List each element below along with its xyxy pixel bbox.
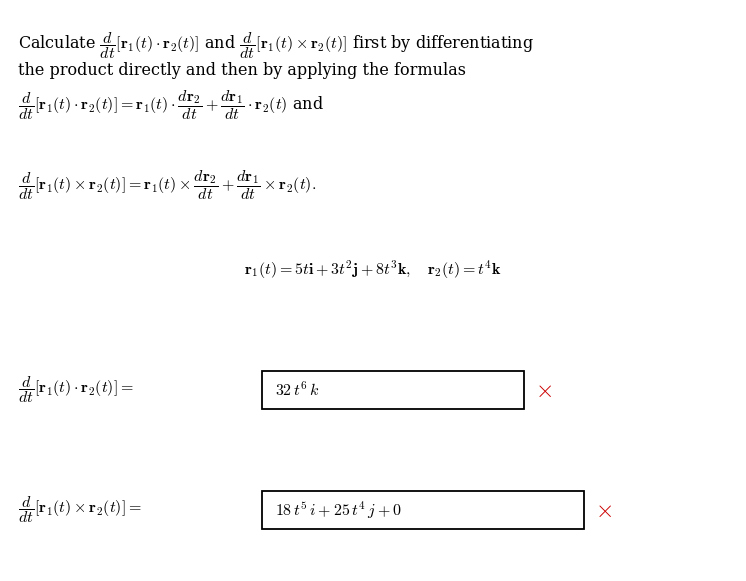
Text: $\dfrac{d}{dt}[\mathbf{r}_1(t) \times \mathbf{r}_2(t)] = \mathbf{r}_1(t) \times : $\dfrac{d}{dt}[\mathbf{r}_1(t) \times \m… bbox=[18, 168, 316, 202]
Text: $\times$: $\times$ bbox=[595, 498, 612, 522]
Text: $\mathbf{r}_1(t) = 5t\mathbf{i} + 3t^2\mathbf{j} + 8t^3\mathbf{k}, \quad \mathbf: $\mathbf{r}_1(t) = 5t\mathbf{i} + 3t^2\m… bbox=[244, 259, 502, 281]
Text: $\dfrac{d}{dt}[\mathbf{r}_1(t) \cdot \mathbf{r}_2(t)] = \mathbf{r}_1(t) \cdot \d: $\dfrac{d}{dt}[\mathbf{r}_1(t) \cdot \ma… bbox=[18, 88, 324, 122]
Text: the product directly and then by applying the formulas: the product directly and then by applyin… bbox=[18, 62, 466, 79]
Text: $\times$: $\times$ bbox=[535, 378, 552, 402]
FancyBboxPatch shape bbox=[262, 491, 584, 529]
Text: $\dfrac{d}{dt}[\mathbf{r}_1(t) \cdot \mathbf{r}_2(t)] = $: $\dfrac{d}{dt}[\mathbf{r}_1(t) \cdot \ma… bbox=[18, 375, 134, 406]
FancyBboxPatch shape bbox=[262, 371, 524, 409]
Text: $18\, t^5\, i + 25\, t^4\, j + 0$: $18\, t^5\, i + 25\, t^4\, j + 0$ bbox=[275, 499, 402, 521]
Text: $32\, t^6\, k$: $32\, t^6\, k$ bbox=[275, 381, 320, 399]
Text: Calculate $\dfrac{d}{dt}[\mathbf{r}_1(t) \cdot \mathbf{r}_2(t)]$ and $\dfrac{d}{: Calculate $\dfrac{d}{dt}[\mathbf{r}_1(t)… bbox=[18, 30, 534, 61]
Text: $\dfrac{d}{dt}[\mathbf{r}_1(t) \times \mathbf{r}_2(t)] = $: $\dfrac{d}{dt}[\mathbf{r}_1(t) \times \m… bbox=[18, 494, 142, 525]
